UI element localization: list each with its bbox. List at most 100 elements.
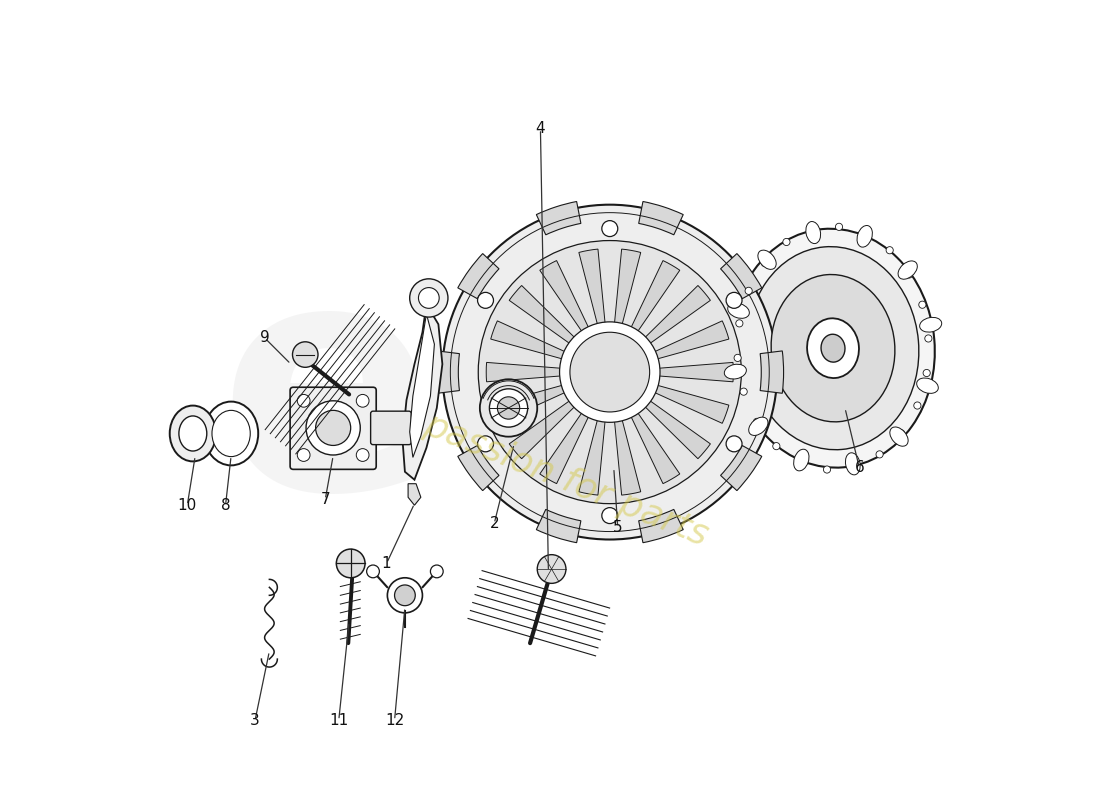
- Text: e: e: [219, 246, 436, 554]
- Text: 2: 2: [490, 516, 499, 531]
- Ellipse shape: [749, 417, 768, 435]
- Circle shape: [745, 287, 752, 294]
- Circle shape: [808, 226, 815, 233]
- Wedge shape: [458, 446, 499, 490]
- Ellipse shape: [728, 303, 749, 318]
- Circle shape: [602, 508, 618, 523]
- Circle shape: [602, 221, 618, 237]
- Circle shape: [918, 301, 926, 308]
- Circle shape: [537, 554, 565, 583]
- Circle shape: [824, 466, 830, 473]
- Circle shape: [905, 271, 913, 278]
- Ellipse shape: [732, 229, 935, 468]
- Wedge shape: [652, 385, 729, 423]
- Wedge shape: [720, 254, 762, 298]
- Circle shape: [297, 394, 310, 407]
- Text: 3: 3: [250, 713, 260, 728]
- Circle shape: [773, 442, 780, 450]
- Ellipse shape: [806, 222, 821, 243]
- Circle shape: [356, 449, 369, 462]
- Ellipse shape: [758, 250, 777, 270]
- Ellipse shape: [821, 334, 845, 362]
- Circle shape: [835, 223, 843, 230]
- Text: 7: 7: [320, 492, 330, 507]
- Wedge shape: [537, 510, 581, 542]
- Wedge shape: [639, 202, 683, 235]
- Text: 4: 4: [536, 122, 546, 137]
- Wedge shape: [486, 362, 563, 382]
- Ellipse shape: [846, 453, 860, 475]
- Wedge shape: [629, 410, 680, 484]
- Ellipse shape: [724, 364, 747, 379]
- Wedge shape: [579, 417, 605, 495]
- Ellipse shape: [771, 274, 895, 422]
- Wedge shape: [760, 351, 783, 394]
- Wedge shape: [642, 399, 711, 458]
- Circle shape: [366, 565, 379, 578]
- Circle shape: [570, 332, 650, 412]
- Ellipse shape: [857, 226, 872, 247]
- Wedge shape: [656, 362, 734, 382]
- Circle shape: [736, 320, 743, 327]
- Wedge shape: [614, 249, 640, 327]
- Circle shape: [418, 287, 439, 308]
- Polygon shape: [403, 304, 442, 480]
- Wedge shape: [509, 399, 576, 458]
- Circle shape: [477, 292, 494, 308]
- Text: 11: 11: [329, 713, 349, 728]
- Ellipse shape: [169, 406, 216, 462]
- Circle shape: [477, 436, 494, 452]
- Circle shape: [740, 388, 747, 395]
- Wedge shape: [652, 321, 729, 360]
- Polygon shape: [408, 484, 421, 506]
- Circle shape: [876, 450, 883, 458]
- Circle shape: [726, 292, 742, 308]
- Circle shape: [356, 394, 369, 407]
- Circle shape: [560, 322, 660, 422]
- Text: 9: 9: [260, 330, 270, 346]
- Text: 6: 6: [855, 460, 865, 475]
- Wedge shape: [639, 510, 683, 542]
- Circle shape: [316, 410, 351, 446]
- Text: 5: 5: [613, 520, 623, 535]
- Text: 8: 8: [221, 498, 230, 513]
- Wedge shape: [642, 286, 711, 346]
- Circle shape: [862, 230, 869, 238]
- Wedge shape: [614, 417, 640, 495]
- Wedge shape: [509, 286, 576, 346]
- Circle shape: [297, 449, 310, 462]
- Wedge shape: [720, 446, 762, 490]
- Ellipse shape: [497, 397, 519, 419]
- Circle shape: [850, 463, 858, 470]
- Wedge shape: [458, 254, 499, 298]
- Circle shape: [898, 430, 905, 437]
- Circle shape: [734, 354, 741, 362]
- Circle shape: [293, 342, 318, 367]
- Text: 1: 1: [382, 556, 392, 571]
- Ellipse shape: [212, 410, 250, 457]
- Circle shape: [306, 401, 361, 455]
- Circle shape: [923, 370, 931, 377]
- Ellipse shape: [179, 416, 207, 451]
- Circle shape: [783, 238, 790, 246]
- Wedge shape: [491, 385, 568, 423]
- Wedge shape: [491, 321, 568, 360]
- Circle shape: [409, 279, 448, 317]
- Circle shape: [796, 459, 804, 466]
- Wedge shape: [579, 249, 605, 327]
- Circle shape: [726, 436, 742, 452]
- Ellipse shape: [204, 402, 258, 466]
- Wedge shape: [540, 261, 590, 334]
- Ellipse shape: [890, 427, 909, 446]
- Wedge shape: [629, 261, 680, 334]
- Circle shape: [761, 259, 769, 266]
- Polygon shape: [409, 314, 434, 458]
- Wedge shape: [537, 202, 581, 235]
- FancyBboxPatch shape: [371, 411, 411, 445]
- Ellipse shape: [490, 389, 528, 427]
- Circle shape: [925, 335, 932, 342]
- Text: 12: 12: [385, 713, 404, 728]
- Ellipse shape: [920, 318, 942, 332]
- Circle shape: [887, 246, 893, 254]
- Circle shape: [337, 549, 365, 578]
